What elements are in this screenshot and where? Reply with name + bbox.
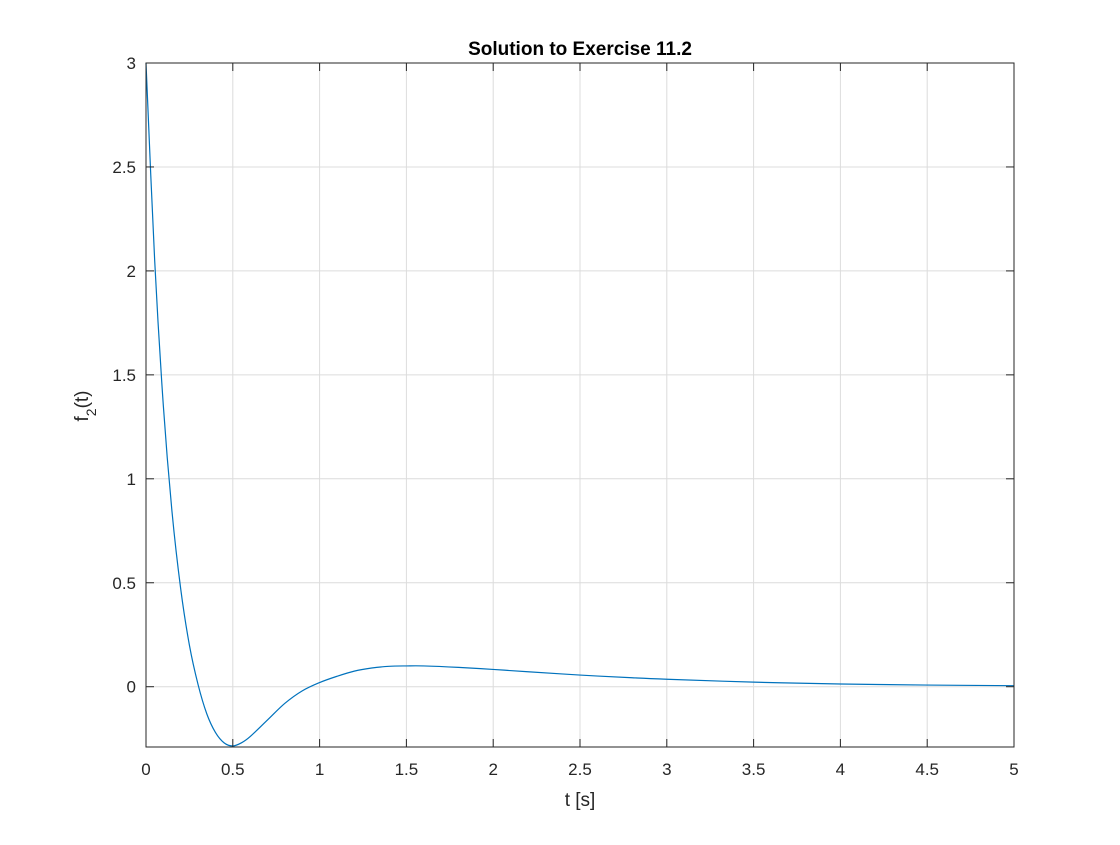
y-axis-label-tail: (t): [72, 390, 93, 408]
y-axis-label-subscript: 2: [83, 408, 99, 416]
y-tick-label: 2.5: [112, 158, 136, 177]
grid: [145, 62, 1015, 747]
x-axis-label: t [s]: [565, 790, 596, 811]
y-tick-label: 1.5: [112, 366, 136, 385]
x-tick-label: 3.5: [742, 760, 766, 779]
series-line: [145, 62, 1015, 747]
x-tick-label: 3: [662, 760, 671, 779]
series-layer: [145, 62, 1015, 747]
x-tick-label: 5: [1009, 760, 1018, 779]
y-tick-label: 2: [127, 262, 136, 281]
x-tick-label: 2: [488, 760, 497, 779]
y-tick-label: 1: [127, 470, 136, 489]
x-tick-label: 0.5: [221, 760, 245, 779]
y-axis-label: f2(t): [72, 390, 99, 421]
y-axis-label-main: f: [72, 416, 93, 422]
x-tick-label: 2.5: [568, 760, 592, 779]
ticks: [145, 62, 1015, 747]
x-tick-label: 4: [836, 760, 845, 779]
x-tick-label: 1: [315, 760, 324, 779]
y-tick-label: 3: [127, 54, 136, 73]
x-tick-label: 1.5: [395, 760, 419, 779]
y-tick-label: 0: [127, 678, 136, 697]
tick-labels: 0 0.5 1 1.5 2 2.5 3 3.5 4 4.5 5 0 0.5 1 1.5 2 2.5 3: [112, 54, 1018, 779]
x-tick-label: 4.5: [915, 760, 939, 779]
chart-title: Solution to Exercise 11.2: [468, 39, 692, 60]
x-tick-label: 0: [141, 760, 150, 779]
y-tick-label: 0.5: [112, 574, 136, 593]
